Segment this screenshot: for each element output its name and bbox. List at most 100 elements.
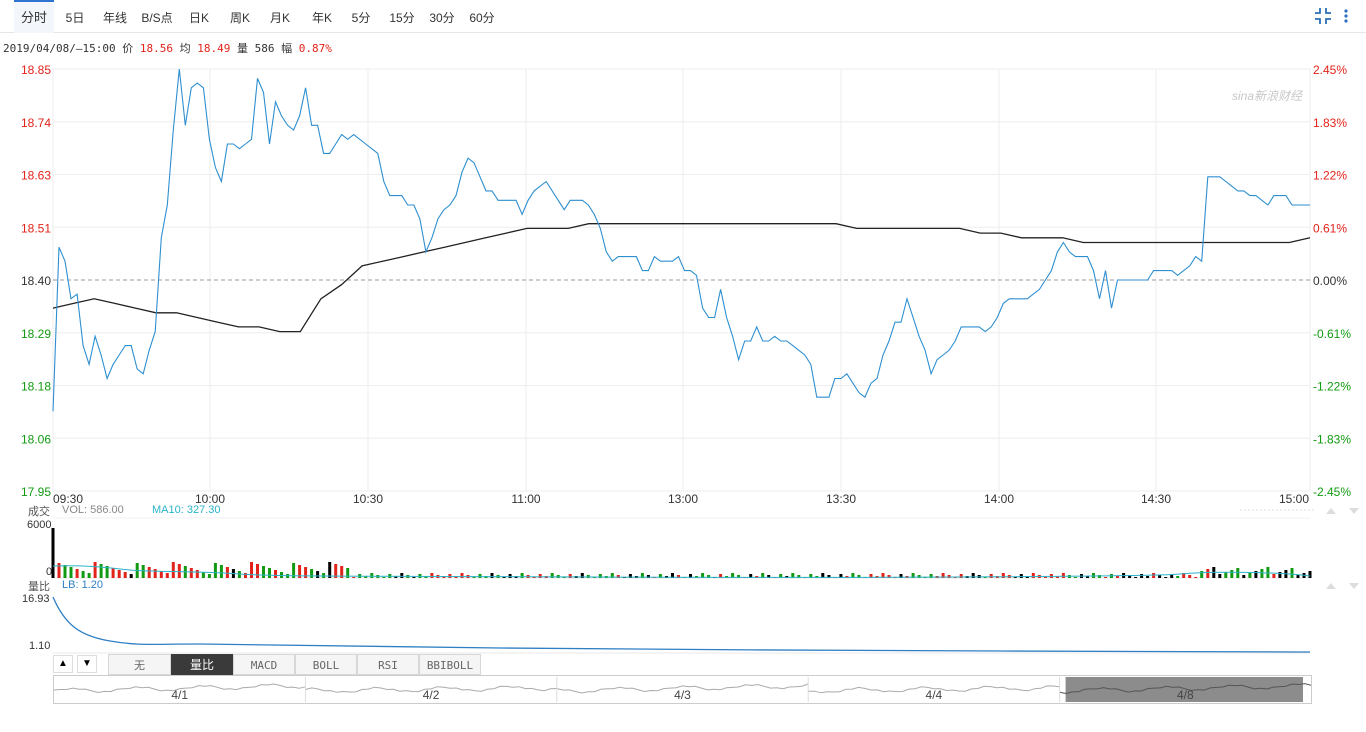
vol-bar-71 xyxy=(478,574,482,578)
vol-bar-108 xyxy=(701,573,705,578)
vol-bar-13 xyxy=(129,574,133,578)
vol-bar-37 xyxy=(274,570,277,578)
vol-down-arrow xyxy=(1349,508,1359,514)
tab-10[interactable]: 30分 xyxy=(429,11,455,25)
vol-bar-99 xyxy=(646,575,650,578)
tab-2[interactable]: 年线 xyxy=(102,11,127,25)
vol-bar-97 xyxy=(634,576,638,578)
tab-3[interactable]: B/S点 xyxy=(141,11,173,25)
tab-4[interactable]: 日K xyxy=(188,11,209,25)
x-tick-2: 10:30 xyxy=(353,492,383,506)
vol-bar-141 xyxy=(899,574,903,578)
quote-info-line: 2019/04/08/—15:00 价 18.56 均 18.49 量 586 … xyxy=(3,40,332,56)
vol-bar-180 xyxy=(1134,577,1138,578)
navigator-day-1: 4/2 xyxy=(423,688,440,702)
y-left-tick-4: 18.40 xyxy=(21,274,51,288)
tab-9[interactable]: 15分 xyxy=(389,11,415,25)
vol-bar-165 xyxy=(1043,577,1047,578)
vol-bar-113 xyxy=(731,573,735,578)
vol-bar-192 xyxy=(1206,569,1210,578)
y-left-tick-8: 17.95 xyxy=(21,485,51,499)
vol-bar-56 xyxy=(388,574,392,578)
avg-line xyxy=(52,223,1311,333)
vol-bar-205 xyxy=(1284,570,1288,578)
vol-bar-107 xyxy=(695,576,698,578)
scroll-down-button[interactable]: ▼ xyxy=(77,655,97,673)
navigator-spark-1 xyxy=(305,685,557,693)
vol-bar-14 xyxy=(135,563,139,578)
vol-bar-78 xyxy=(520,573,524,578)
vol-bar-84 xyxy=(556,575,560,578)
vol-bar-65 xyxy=(442,577,446,578)
vol-bar-160 xyxy=(1013,577,1017,578)
indicator-3[interactable]: BOLL xyxy=(295,654,357,675)
vol-bar-90 xyxy=(592,577,596,578)
vol-bar-130 xyxy=(833,577,837,578)
indicator-1[interactable]: 量比 xyxy=(171,654,233,675)
vol-bar-43 xyxy=(310,569,314,578)
y-left-tick-7: 18.06 xyxy=(21,432,51,446)
vol-ma-line xyxy=(52,565,1311,578)
vol-bar-198 xyxy=(1242,575,1246,578)
vol-bar-104 xyxy=(677,575,680,578)
vol-bar-48 xyxy=(340,566,344,578)
vol-bar-11 xyxy=(117,570,121,578)
vol-bar-132 xyxy=(845,576,849,578)
indicator-2[interactable]: MACD xyxy=(233,654,295,675)
ratio-ytick-bottom: 1.10 xyxy=(29,640,51,652)
vol-bar-156 xyxy=(989,574,993,578)
scroll-up-button[interactable]: ▲ xyxy=(53,655,73,673)
vol-bar-86 xyxy=(568,574,572,578)
vol-bar-60 xyxy=(412,577,416,578)
vol-bar-24 xyxy=(195,570,199,578)
vol-bar-115 xyxy=(743,577,747,578)
indicator-4[interactable]: RSI xyxy=(357,654,419,675)
vol-bar-101 xyxy=(658,574,662,578)
info-avg: 18.49 xyxy=(197,42,231,55)
tab-1[interactable]: 5日 xyxy=(65,11,85,25)
vol-bar-49 xyxy=(346,568,350,578)
tab-8[interactable]: 5分 xyxy=(351,11,371,25)
vol-bar-183 xyxy=(1152,573,1156,578)
vol-bar-200 xyxy=(1254,571,1258,578)
vol-bar-109 xyxy=(707,575,711,578)
vol-bar-27 xyxy=(213,563,217,578)
vol-bar-87 xyxy=(574,576,578,578)
vol-bar-93 xyxy=(610,573,614,578)
vol-bar-45 xyxy=(322,573,326,578)
vol-bar-54 xyxy=(376,575,380,578)
vol-bar-179 xyxy=(1128,575,1132,578)
volume-ytick-top: 6000 xyxy=(27,519,52,531)
collapse-icon[interactable] xyxy=(1314,7,1332,25)
volume-ma-text: MA10: 327.30 xyxy=(152,504,221,516)
vol-bar-51 xyxy=(358,574,362,578)
vol-bar-15 xyxy=(141,565,145,578)
vol-bar-73 xyxy=(490,573,494,578)
vol-bar-207 xyxy=(1296,575,1300,578)
indicator-5[interactable]: BBIBOLL xyxy=(419,654,481,675)
vol-bar-105 xyxy=(683,577,686,578)
tab-11[interactable]: 60分 xyxy=(469,11,495,25)
y-left-tick-0: 18.85 xyxy=(21,63,51,77)
vol-bar-106 xyxy=(689,574,692,578)
vol-bar-102 xyxy=(665,576,668,578)
vol-bar-35 xyxy=(262,566,265,578)
y-right-tick-3: 0.61% xyxy=(1313,221,1347,235)
tab-5[interactable]: 周K xyxy=(229,11,250,25)
x-tick-6: 14:00 xyxy=(984,492,1014,506)
more-menu-icon[interactable] xyxy=(1342,7,1350,25)
vol-bar-170 xyxy=(1073,577,1077,578)
tab-0[interactable]: 分时 xyxy=(14,0,54,33)
navigator-day-3: 4/4 xyxy=(926,688,943,702)
indicator-0[interactable]: 无 xyxy=(108,654,171,675)
vol-bar-151 xyxy=(959,574,963,578)
y-right-tick-5: -0.61% xyxy=(1313,327,1351,341)
x-tick-4: 13:00 xyxy=(668,492,698,506)
navigator-spark-4 xyxy=(1059,683,1311,695)
tab-7[interactable]: 年K xyxy=(311,11,332,25)
vol-bar-61 xyxy=(418,574,422,578)
date-navigator[interactable]: 4/1 4/2 4/3 4/4 4/8 xyxy=(53,675,1312,704)
tab-6[interactable]: 月K xyxy=(269,11,290,25)
vol-bar-143 xyxy=(911,573,915,578)
